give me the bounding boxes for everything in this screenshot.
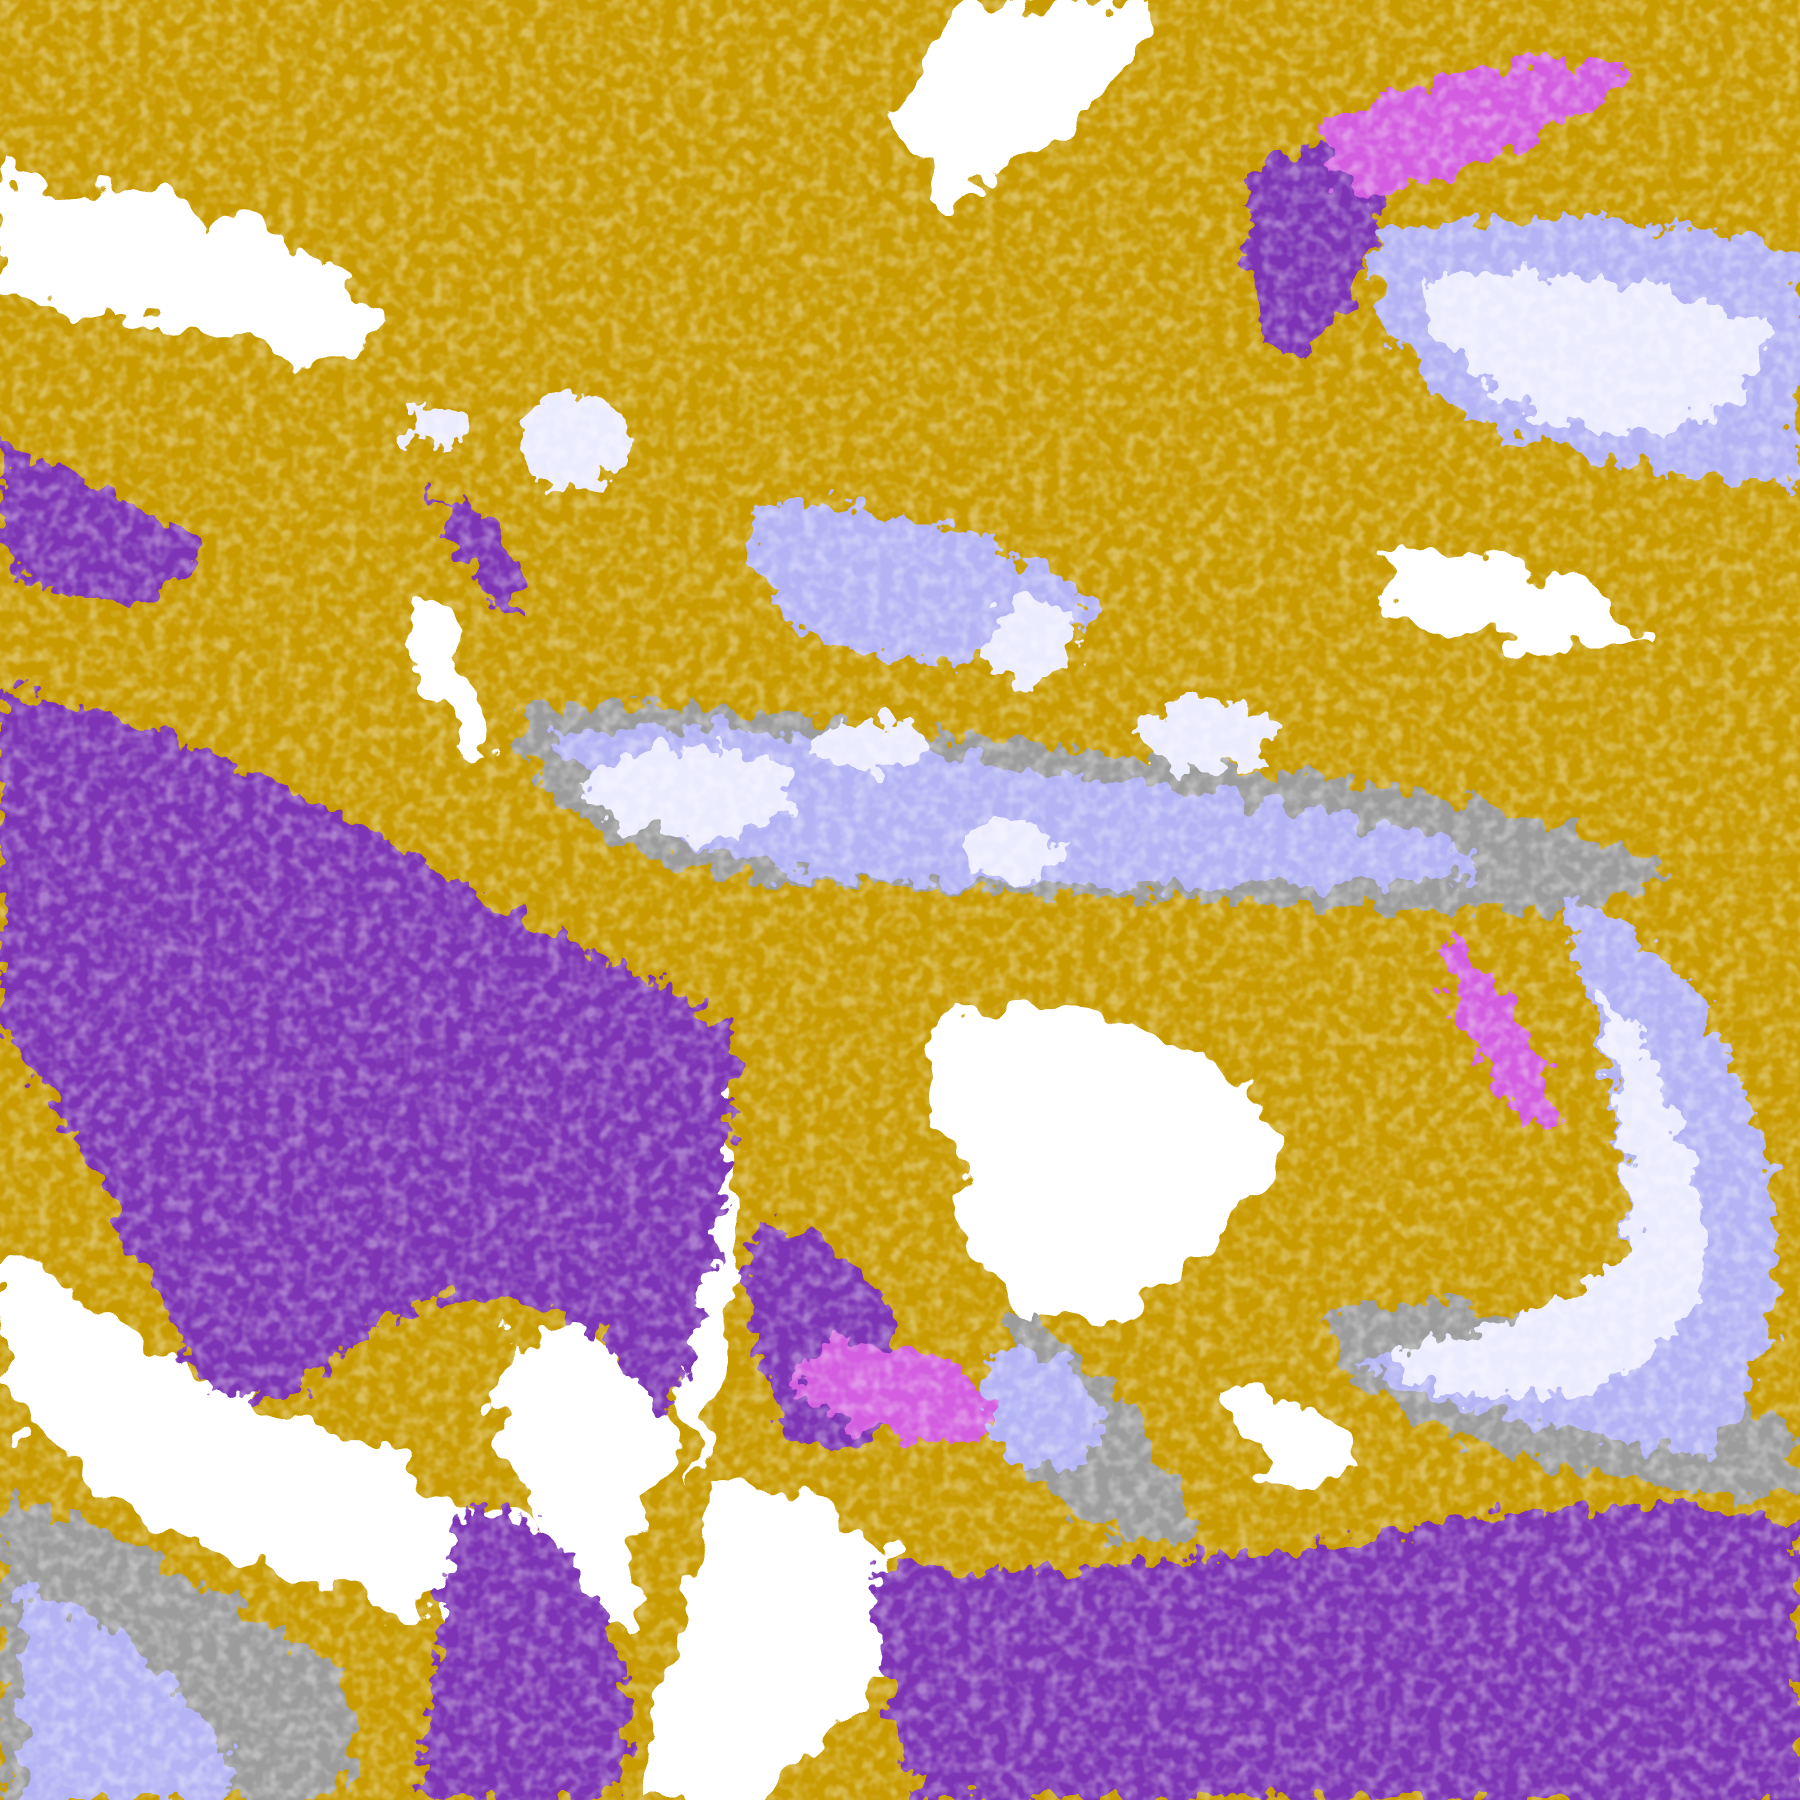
speckle-texture	[0, 0, 1800, 1800]
satellite-image	[0, 0, 1800, 1800]
satellite-svg	[0, 0, 1800, 1800]
